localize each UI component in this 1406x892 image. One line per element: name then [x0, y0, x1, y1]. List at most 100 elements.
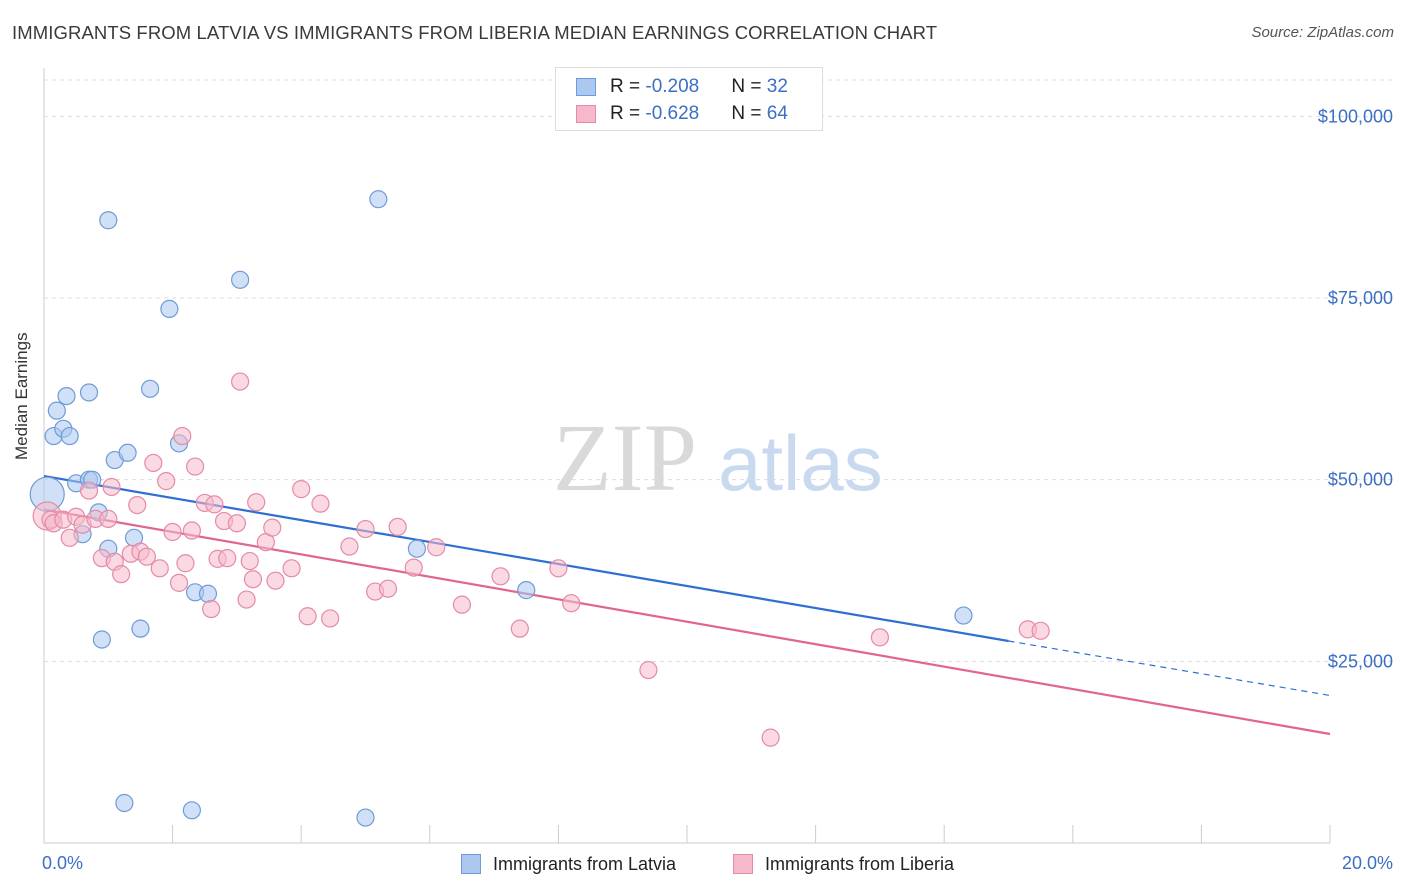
r-label: R = [610, 76, 646, 97]
liberia-point [282, 559, 301, 578]
r-label: R = [610, 103, 646, 124]
liberia-point [404, 558, 423, 577]
liberia-point [163, 522, 182, 542]
legend-item-liberia[interactable]: Immigrants from Liberia [733, 852, 954, 876]
liberia-point [452, 595, 472, 614]
n-label: N = [731, 76, 767, 97]
latvia-point [160, 299, 179, 318]
liberia-point [292, 480, 311, 499]
chart-title: IMMIGRANTS FROM LATVIA VS IMMIGRANTS FRO… [12, 22, 938, 43]
liberia-point [378, 579, 398, 598]
liberia-point [870, 628, 890, 647]
latvia-point [198, 584, 218, 603]
watermark: ZIP atlas [553, 404, 883, 511]
liberia-point [218, 549, 237, 568]
liberia-point [263, 518, 282, 537]
latvia-point [131, 619, 150, 638]
liberia-point [173, 426, 192, 446]
latvia-point [60, 426, 79, 446]
liberia-point [562, 594, 581, 613]
x-tick-label: 0.0% [42, 853, 83, 873]
liberia-point [247, 493, 266, 512]
y-tick-label: $50,000 [1328, 470, 1393, 490]
stats-row-latvia: R = -0.208 N = 32 [576, 75, 788, 99]
latvia-point [99, 211, 118, 230]
liberia-point [150, 559, 169, 578]
liberia-point [388, 517, 407, 537]
latvia-swatch [576, 78, 596, 96]
liberia-point [99, 509, 118, 529]
y-tick-label: $100,000 [1318, 106, 1393, 126]
liberia-point [266, 571, 285, 590]
legend-label: Immigrants from Liberia [765, 853, 955, 874]
liberia-point [639, 660, 658, 680]
liberia-point [549, 559, 568, 578]
latvia-point [231, 270, 250, 289]
liberia-point [79, 481, 99, 500]
latvia-point [140, 379, 160, 398]
r-value: -0.628 [645, 103, 700, 124]
watermark-zip: ZIP [553, 404, 697, 511]
liberia-point [186, 457, 205, 476]
latvia-point [57, 387, 76, 406]
latvia-legend-swatch [461, 854, 481, 874]
liberia-point [205, 495, 224, 514]
stats-row-liberia: R = -0.628 N = 64 [576, 102, 788, 126]
liberia-point [157, 472, 176, 491]
liberia-point [60, 528, 79, 547]
x-tick-label: 20.0% [1342, 853, 1393, 873]
n-value: 32 [766, 76, 788, 97]
y-tick-label: $25,000 [1328, 651, 1393, 671]
legend-label: Immigrants from Latvia [493, 853, 677, 874]
latvia-point [47, 401, 66, 420]
liberia-point [340, 537, 359, 556]
n-value: 64 [766, 103, 788, 124]
liberia-point [182, 521, 201, 540]
latvia-point [92, 630, 111, 649]
liberia-point [128, 496, 147, 515]
n-label: N = [731, 103, 767, 124]
liberia-point [1031, 621, 1050, 640]
liberia-point [112, 565, 131, 584]
latvia-point [182, 801, 201, 820]
latvia-point [369, 190, 388, 209]
liberia-legend-swatch [733, 854, 753, 874]
axes [43, 68, 1331, 844]
liberia-point [202, 599, 221, 619]
source-label: Source: ZipAtlas.com [1251, 24, 1394, 41]
liberia-point [102, 477, 121, 497]
r-value: -0.208 [645, 76, 700, 97]
watermark-atlas: atlas [718, 419, 883, 507]
liberia-point [237, 590, 256, 609]
liberia-point [231, 372, 250, 391]
data-points [29, 190, 1050, 827]
latvia-point [115, 793, 134, 813]
liberia-trend-line [43, 508, 1331, 736]
y-axis-label: Median Earnings [12, 332, 31, 460]
latvia-point [954, 606, 973, 625]
liberia-point [491, 567, 510, 586]
liberia-point [356, 519, 375, 539]
liberia-point [427, 538, 446, 557]
stats-box: R = -0.208 N = 32 R = -0.628 N = 64 [555, 67, 823, 131]
legend-item-latvia[interactable]: Immigrants from Latvia [461, 852, 676, 876]
liberia-swatch [576, 105, 596, 123]
y-tick-label: $75,000 [1328, 288, 1393, 308]
liberia-point [761, 728, 780, 747]
latvia-point [79, 383, 99, 402]
liberia-point [510, 619, 529, 638]
liberia-point [321, 609, 340, 628]
liberia-point [169, 573, 189, 592]
liberia-point [176, 554, 195, 573]
liberia-point [311, 494, 330, 513]
liberia-point [227, 514, 246, 533]
tick-labels: $25,000 $50,000 $75,000 $100,000 0.0% 20.0% [42, 106, 1393, 873]
latvia-point [517, 581, 536, 600]
liberia-point [137, 547, 156, 566]
liberia-point [298, 607, 317, 626]
liberia-point [144, 453, 163, 473]
latvia-point [407, 539, 427, 558]
liberia-point [243, 570, 263, 589]
liberia-point [240, 551, 259, 571]
